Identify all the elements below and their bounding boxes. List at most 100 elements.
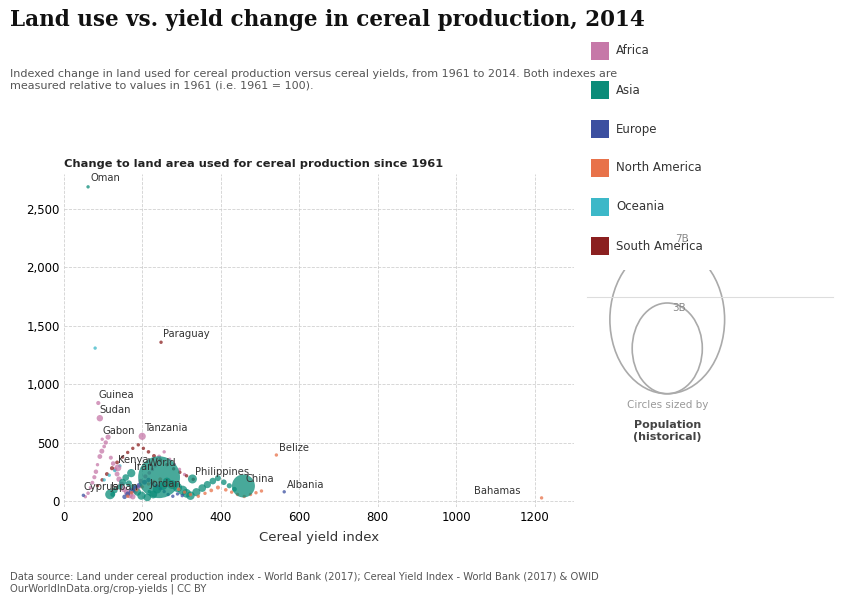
- Point: [133, 481, 146, 490]
- Point: [178, 470, 191, 479]
- Point: [150, 481, 163, 491]
- Point: [145, 464, 159, 474]
- Point: [108, 464, 122, 474]
- Point: [535, 493, 548, 503]
- Point: [88, 343, 102, 353]
- Point: [132, 482, 145, 492]
- Text: Tanzania: Tanzania: [144, 424, 188, 433]
- Text: Circles sized by: Circles sized by: [626, 400, 708, 410]
- Text: Jordan: Jordan: [150, 479, 181, 489]
- Text: Asia: Asia: [616, 83, 641, 97]
- Point: [132, 440, 145, 449]
- Point: [116, 452, 129, 462]
- Point: [236, 481, 250, 491]
- Point: [113, 482, 127, 492]
- Point: [152, 452, 166, 461]
- Point: [154, 484, 167, 493]
- Point: [142, 447, 156, 457]
- Point: [128, 487, 142, 496]
- Point: [108, 485, 122, 495]
- Point: [95, 434, 109, 444]
- Point: [142, 475, 156, 485]
- Text: Change to land area used for cereal production since 1961: Change to land area used for cereal prod…: [64, 159, 443, 169]
- Point: [165, 480, 178, 490]
- Point: [154, 337, 167, 347]
- Point: [255, 486, 269, 496]
- Point: [103, 470, 116, 480]
- Text: South America: South America: [616, 239, 703, 253]
- Point: [179, 471, 193, 481]
- Text: Population
(historical): Population (historical): [633, 420, 701, 442]
- Point: [205, 485, 218, 495]
- Text: Philippines: Philippines: [195, 467, 249, 477]
- Point: [100, 469, 114, 479]
- Text: Indexed change in land used for cereal production versus cereal yields, from 196: Indexed change in land used for cereal p…: [10, 69, 617, 91]
- Point: [93, 413, 106, 423]
- Point: [198, 488, 212, 498]
- Point: [157, 487, 171, 496]
- Point: [92, 398, 105, 408]
- Point: [76, 491, 90, 500]
- Point: [126, 443, 139, 453]
- Point: [106, 459, 120, 469]
- X-axis label: Cereal yield index: Cereal yield index: [258, 531, 379, 544]
- Point: [130, 485, 144, 494]
- Text: Japan: Japan: [110, 482, 138, 491]
- Point: [244, 490, 258, 499]
- Point: [120, 487, 133, 497]
- Text: Our World: Our World: [734, 19, 801, 32]
- Point: [176, 485, 190, 495]
- Point: [185, 474, 199, 484]
- Text: in Data: in Data: [743, 36, 791, 49]
- Point: [157, 447, 171, 457]
- Point: [172, 484, 185, 494]
- Point: [125, 488, 139, 497]
- Point: [230, 490, 244, 499]
- Point: [140, 493, 154, 502]
- Text: World: World: [148, 458, 177, 469]
- Point: [237, 491, 251, 501]
- Point: [98, 442, 111, 451]
- Point: [190, 487, 203, 497]
- Point: [149, 461, 162, 470]
- Point: [167, 460, 181, 469]
- Point: [171, 489, 184, 499]
- Text: Land use vs. yield change in cereal production, 2014: Land use vs. yield change in cereal prod…: [10, 9, 645, 31]
- Point: [101, 433, 115, 442]
- Point: [145, 478, 159, 488]
- Point: [166, 491, 179, 501]
- Point: [175, 491, 189, 500]
- Point: [98, 475, 111, 485]
- Point: [88, 472, 101, 482]
- Point: [121, 491, 134, 501]
- Point: [127, 483, 140, 493]
- Point: [249, 488, 263, 497]
- Point: [171, 482, 184, 492]
- Point: [82, 182, 95, 191]
- Point: [154, 455, 167, 465]
- Point: [106, 490, 120, 499]
- Point: [277, 487, 291, 497]
- Point: [93, 452, 106, 461]
- Point: [134, 491, 148, 500]
- Point: [104, 453, 117, 463]
- Text: Africa: Africa: [616, 44, 650, 58]
- Text: Gabon: Gabon: [102, 426, 134, 436]
- Text: 3B: 3B: [672, 303, 686, 313]
- Point: [191, 491, 205, 501]
- Point: [228, 484, 241, 494]
- Text: Guinea: Guinea: [99, 389, 134, 400]
- Point: [178, 487, 191, 497]
- Point: [83, 483, 97, 493]
- Point: [162, 490, 175, 499]
- Point: [150, 484, 164, 494]
- Point: [108, 466, 122, 475]
- Point: [160, 478, 173, 488]
- Point: [99, 438, 112, 448]
- Point: [128, 483, 142, 493]
- Point: [154, 475, 167, 484]
- Text: Data source: Land under cereal production index - World Bank (2017); Cereal Yiel: Data source: Land under cereal productio…: [10, 572, 599, 594]
- Point: [121, 489, 134, 499]
- Point: [179, 488, 193, 498]
- Point: [91, 460, 105, 470]
